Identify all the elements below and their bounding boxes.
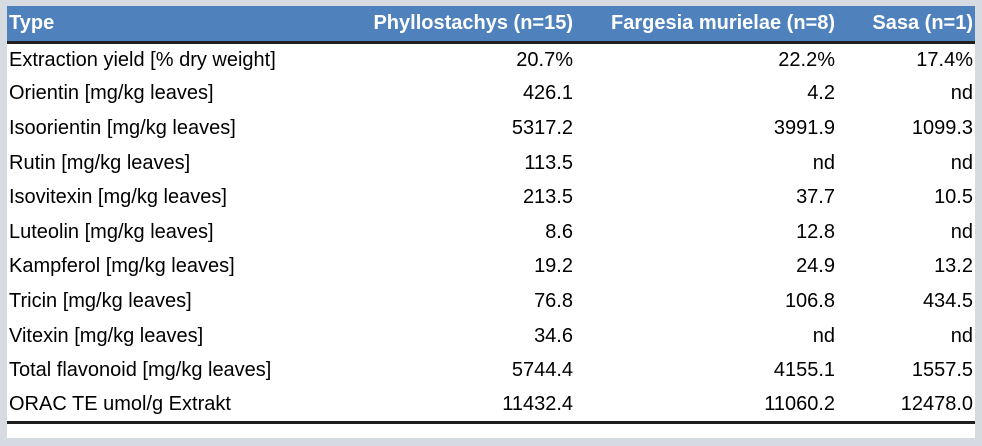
cell-sasa: 434.5 — [922, 289, 973, 312]
cell-sasa: nd — [950, 220, 973, 243]
cell-phyllostachys: 213.5 — [522, 186, 573, 209]
cell-sasa: 12478.0 — [837, 387, 975, 425]
cell-fargesia: 11060.2 — [575, 387, 837, 425]
header-row: Type Phyllostachys (n=15) Fargesia murie… — [7, 6, 975, 44]
table-row: Rutin [mg/kg leaves] 113.5 nd nd — [7, 146, 975, 181]
cell-sasa: 1099.3 — [911, 116, 973, 139]
row-label: ORAC TE umol/g Extrakt — [7, 387, 337, 425]
row-label: Extraction yield [% dry weight] — [9, 48, 276, 71]
table-row: Orientin [mg/kg leaves] 426.1 4.2 nd — [7, 77, 975, 112]
cell-phyllostachys: 76.8 — [534, 289, 573, 312]
row-label: Orientin [mg/kg leaves] — [9, 82, 214, 105]
cell-sasa: 1557.5 — [911, 359, 973, 382]
flavonoid-table: Type Phyllostachys (n=15) Fargesia murie… — [7, 6, 975, 425]
table-row: Total flavonoid [mg/kg leaves] 5744.4 41… — [7, 353, 975, 388]
header-phyllostachys: Phyllostachys (n=15) — [337, 6, 575, 44]
row-label: Total flavonoid [mg/kg leaves] — [9, 359, 272, 382]
table-row: Vitexin [mg/kg leaves] 34.6 nd nd — [7, 319, 975, 354]
cell-fargesia: nd — [812, 151, 835, 174]
table-row: Luteolin [mg/kg leaves] 8.6 12.8 nd — [7, 215, 975, 250]
row-label: Rutin [mg/kg leaves] — [9, 151, 191, 174]
cell-fargesia: 106.8 — [784, 289, 835, 312]
cell-phyllostachys: 20.7% — [516, 48, 573, 71]
row-label: Isoorientin [mg/kg leaves] — [9, 116, 236, 139]
cell-phyllostachys: 113.5 — [524, 151, 573, 174]
row-label: Tricin [mg/kg leaves] — [9, 289, 192, 312]
header-sasa: Sasa (n=1) — [837, 6, 975, 44]
cell-sasa: nd — [950, 324, 973, 347]
header-fargesia-murielae: Fargesia murielae (n=8) — [575, 6, 837, 44]
cell-fargesia: 12.8 — [796, 220, 835, 243]
table-row: Isoorientin [mg/kg leaves] 5317.2 3991.9… — [7, 111, 975, 146]
row-label: Luteolin [mg/kg leaves] — [9, 220, 214, 243]
cell-phyllostachys: 5744.4 — [511, 359, 573, 382]
cell-fargesia: 3991.9 — [773, 116, 835, 139]
cell-phyllostachys: 19.2 — [534, 255, 573, 278]
cell-phyllostachys: 11432.4 — [337, 387, 575, 425]
cell-sasa: 13.2 — [934, 255, 973, 278]
table-row: Kampferol [mg/kg leaves] 19.2 24.9 13.2 — [7, 250, 975, 285]
cell-fargesia: 24.9 — [796, 255, 835, 278]
row-label: Vitexin [mg/kg leaves] — [9, 324, 204, 347]
cell-sasa: nd — [950, 82, 973, 105]
cell-sasa: nd — [950, 151, 973, 174]
cell-phyllostachys: 34.6 — [534, 324, 573, 347]
table-row: Extraction yield [% dry weight] 20.7% 22… — [7, 42, 975, 77]
table-header: Type Phyllostachys (n=15) Fargesia murie… — [7, 6, 975, 44]
cell-phyllostachys: 426.1 — [522, 82, 573, 105]
flavonoid-table-panel: Type Phyllostachys (n=15) Fargesia murie… — [7, 6, 975, 438]
row-label: Kampferol [mg/kg leaves] — [9, 255, 235, 278]
cell-fargesia: 4155.1 — [773, 359, 835, 382]
cell-fargesia: 22.2% — [778, 48, 835, 71]
table-body: Extraction yield [% dry weight] 20.7% 22… — [7, 42, 975, 425]
table-row: ORAC TE umol/g Extrakt 11432.4 11060.2 1… — [7, 387, 975, 425]
header-type: Type — [7, 6, 337, 44]
table-row: Tricin [mg/kg leaves] 76.8 106.8 434.5 — [7, 284, 975, 319]
cell-phyllostachys: 8.6 — [545, 220, 573, 243]
row-label: Isovitexin [mg/kg leaves] — [9, 186, 227, 209]
table-row: Isovitexin [mg/kg leaves] 213.5 37.7 10.… — [7, 180, 975, 215]
cell-fargesia: 4.2 — [807, 82, 835, 105]
cell-sasa: 10.5 — [934, 186, 973, 209]
cell-fargesia: nd — [812, 324, 835, 347]
cell-fargesia: 37.7 — [796, 186, 835, 209]
cell-phyllostachys: 5317.2 — [511, 116, 573, 139]
cell-sasa: 17.4% — [916, 48, 973, 71]
